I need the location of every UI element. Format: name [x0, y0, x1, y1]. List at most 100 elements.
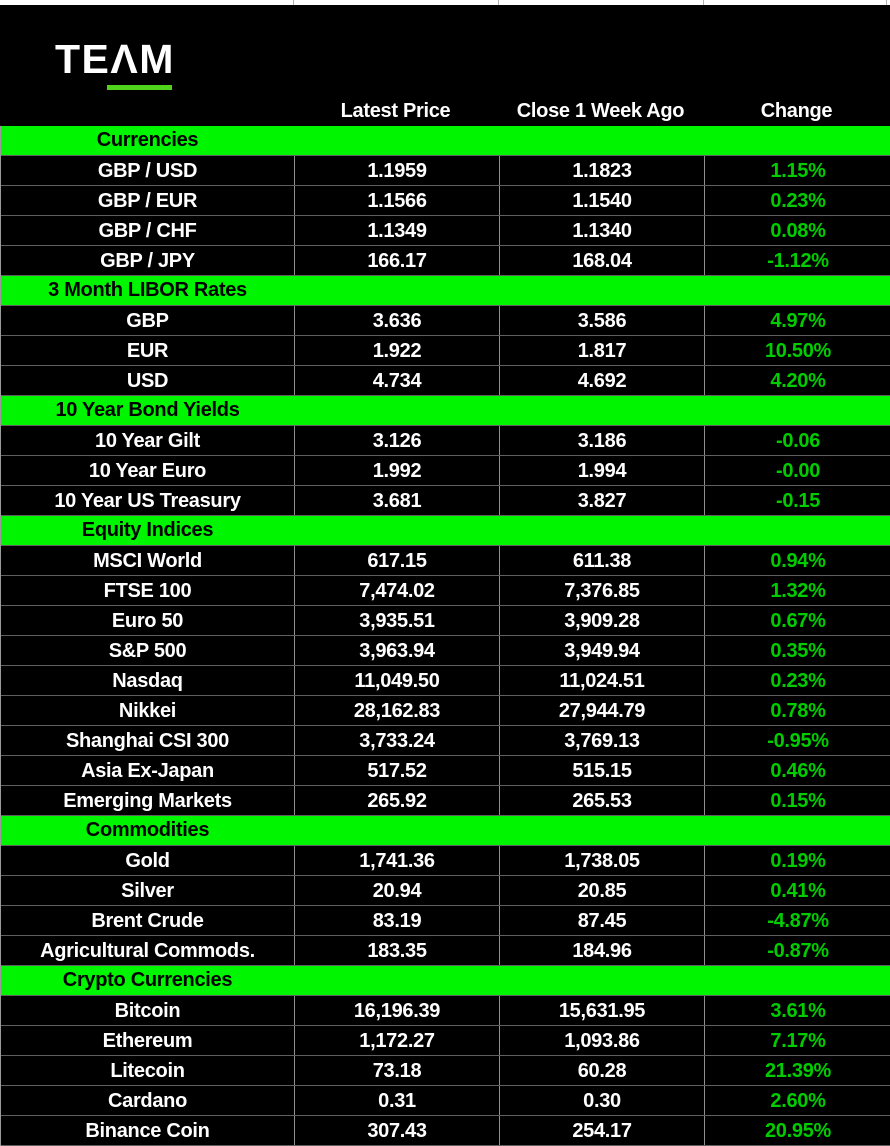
close-1-week-ago-cell: 3,769.13 [499, 726, 704, 755]
column-headers-row: Latest Price Close 1 Week Ago Change [0, 96, 890, 126]
table-row: S&P 500 3,963.94 3,949.94 0.35% [1, 636, 890, 666]
row-label: Cardano [107, 1089, 188, 1112]
latest-price-cell: 1.992 [294, 456, 499, 485]
row-label: Silver [121, 879, 174, 902]
close-1-week-ago-cell: 3.827 [499, 486, 704, 515]
close-1-week-ago-cell: 254.17 [499, 1116, 704, 1145]
close-1-week-ago-cell: 184.96 [499, 936, 704, 965]
section-title: Currencies [96, 129, 199, 151]
close-1-week-ago-cell: 0.30 [499, 1086, 704, 1115]
latest-price-cell: 166.17 [294, 246, 499, 275]
latest-price-cell: 28,162.83 [294, 696, 499, 725]
change-cell: 10.50% [704, 336, 890, 365]
close-1-week-ago-cell: 3,949.94 [499, 636, 704, 665]
close-1-week-ago-cell: 1.1540 [499, 186, 704, 215]
change-cell: -0.95% [704, 726, 890, 755]
change-cell: -0.15 [704, 486, 890, 515]
close-1-week-ago-cell: 15,631.95 [499, 996, 704, 1025]
row-label: Emerging Markets [63, 789, 232, 812]
table-row: Ethereum 1,172.27 1,093.86 7.17% [1, 1026, 890, 1056]
change-cell: 0.41% [704, 876, 890, 905]
close-1-week-ago-cell: 611.38 [499, 546, 704, 575]
latest-price-cell: 1.1349 [294, 216, 499, 245]
column-header-close-1-week-ago: Close 1 Week Ago [516, 99, 685, 122]
close-1-week-ago-cell: 27,944.79 [499, 696, 704, 725]
table-row: Gold 1,741.36 1,738.05 0.19% [1, 846, 890, 876]
change-cell: 0.78% [704, 696, 890, 725]
change-cell: 21.39% [704, 1056, 890, 1085]
market-data-table: Currencies GBP / USD 1.1959 1.1823 1.15% GBP … [0, 126, 890, 1146]
latest-price-cell: 73.18 [294, 1056, 499, 1085]
row-label: EUR [126, 339, 169, 362]
section-header-band: Currencies [1, 126, 890, 156]
latest-price-cell: 3.681 [294, 486, 499, 515]
latest-price-cell: 3,733.24 [294, 726, 499, 755]
gridline [293, 0, 294, 5]
close-1-week-ago-cell: 1.817 [499, 336, 704, 365]
row-label: MSCI World [93, 549, 202, 572]
close-1-week-ago-cell: 1.994 [499, 456, 704, 485]
close-1-week-ago-cell: 11,024.51 [499, 666, 704, 695]
close-1-week-ago-cell: 1,738.05 [499, 846, 704, 875]
latest-price-cell: 4.734 [294, 366, 499, 395]
close-1-week-ago-cell: 20.85 [499, 876, 704, 905]
row-label: Asia Ex-Japan [81, 759, 214, 782]
team-logo: TEΛM [55, 39, 185, 95]
change-cell: 3.61% [704, 996, 890, 1025]
section-header-band: Equity Indices [1, 516, 890, 546]
change-cell: 0.46% [704, 756, 890, 785]
change-cell: -0.00 [704, 456, 890, 485]
row-label: S&P 500 [108, 639, 187, 662]
table-row: Emerging Markets 265.92 265.53 0.15% [1, 786, 890, 816]
table-row: Litecoin 73.18 60.28 21.39% [1, 1056, 890, 1086]
latest-price-cell: 307.43 [294, 1116, 499, 1145]
table-row: Bitcoin 16,196.39 15,631.95 3.61% [1, 996, 890, 1026]
row-label: GBP / USD [97, 159, 198, 182]
table-row: 10 Year Euro 1.992 1.994 -0.00 [1, 456, 890, 486]
change-cell: 0.23% [704, 666, 890, 695]
latest-price-cell: 16,196.39 [294, 996, 499, 1025]
change-cell: 0.08% [704, 216, 890, 245]
close-1-week-ago-cell: 3,909.28 [499, 606, 704, 635]
row-label: GBP / EUR [97, 189, 198, 212]
close-1-week-ago-cell: 265.53 [499, 786, 704, 815]
close-1-week-ago-cell: 87.45 [499, 906, 704, 935]
row-label: 10 Year Gilt [95, 429, 200, 452]
section-title: Equity Indices [81, 519, 214, 541]
team-logo-underline [107, 85, 172, 90]
table-row: Agricultural Commods. 183.35 184.96 -0.87% [1, 936, 890, 966]
table-row: Nikkei 28,162.83 27,944.79 0.78% [1, 696, 890, 726]
team-logo-text: TEΛM [55, 36, 175, 82]
row-label: Bitcoin [114, 999, 181, 1022]
report-header: TEΛM Latest Price Close 1 Week Ago Chang… [0, 5, 890, 126]
latest-price-cell: 617.15 [294, 546, 499, 575]
change-cell: 4.20% [704, 366, 890, 395]
table-row: MSCI World 617.15 611.38 0.94% [1, 546, 890, 576]
table-row: Binance Coin 307.43 254.17 20.95% [1, 1116, 890, 1146]
latest-price-cell: 11,049.50 [294, 666, 499, 695]
section-header-band: 3 Month LIBOR Rates [1, 276, 890, 306]
column-header-latest-price: Latest Price [340, 99, 451, 122]
latest-price-cell: 3.126 [294, 426, 499, 455]
latest-price-cell: 3.636 [294, 306, 499, 335]
section-title: 10 Year Bond Yields [55, 399, 240, 421]
table-row: Silver 20.94 20.85 0.41% [1, 876, 890, 906]
change-cell: -1.12% [704, 246, 890, 275]
change-cell: 2.60% [704, 1086, 890, 1115]
gridline [886, 0, 887, 5]
section-title: Commodities [85, 819, 210, 841]
change-cell: 0.23% [704, 186, 890, 215]
table-row: Brent Crude 83.19 87.45 -4.87% [1, 906, 890, 936]
change-cell: 0.67% [704, 606, 890, 635]
latest-price-cell: 1.1566 [294, 186, 499, 215]
table-row: Asia Ex-Japan 517.52 515.15 0.46% [1, 756, 890, 786]
close-1-week-ago-cell: 3.186 [499, 426, 704, 455]
table-row: 10 Year Gilt 3.126 3.186 -0.06 [1, 426, 890, 456]
change-cell: 7.17% [704, 1026, 890, 1055]
row-label: FTSE 100 [103, 579, 192, 602]
table-row: Euro 50 3,935.51 3,909.28 0.67% [1, 606, 890, 636]
row-label: USD [126, 369, 169, 392]
change-cell: -4.87% [704, 906, 890, 935]
row-label: GBP / JPY [100, 249, 195, 272]
latest-price-cell: 1,741.36 [294, 846, 499, 875]
